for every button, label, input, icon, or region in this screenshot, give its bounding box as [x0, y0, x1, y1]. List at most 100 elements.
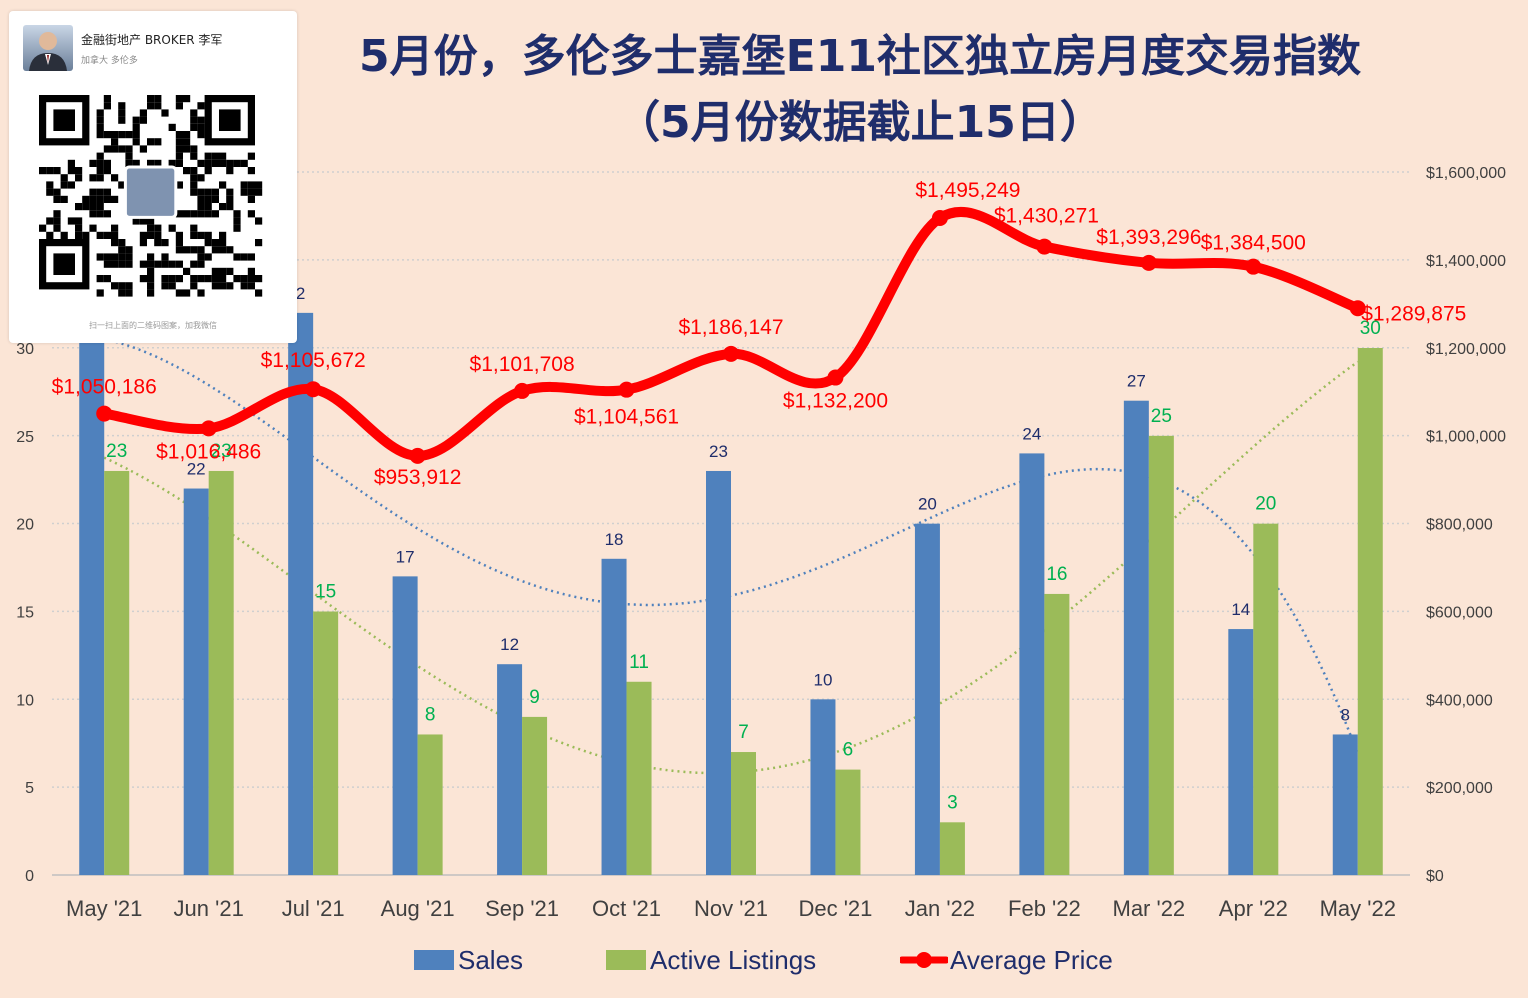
left-axis-tick-label: 15 [16, 605, 34, 622]
left-axis-tick-label: 0 [25, 868, 34, 885]
bar-active-listings [1044, 593, 1070, 875]
bar-active-listings [522, 716, 548, 875]
bar-sales [1019, 453, 1045, 875]
legend-item-average-price: Average Price [900, 942, 1113, 978]
data-label-price: $1,132,200 [783, 390, 888, 413]
data-label-sales: 23 [709, 442, 728, 461]
x-axis-tick-label: Apr '22 [1219, 896, 1288, 921]
data-label-sales: 18 [605, 530, 624, 549]
data-label-active-listings: 23 [106, 441, 127, 462]
bar-series [79, 312, 1383, 875]
right-axis-tick-label: $1,400,000 [1426, 253, 1506, 270]
data-label-price: $953,912 [374, 466, 462, 489]
data-label-active-listings: 7 [738, 722, 749, 743]
bar-active-listings [1253, 523, 1279, 875]
data-label-price: $1,050,186 [52, 376, 157, 399]
bar-sales [810, 699, 836, 875]
left-axis-tick-label: 20 [16, 517, 34, 534]
bar-active-listings [104, 470, 130, 875]
chart-title: 5月份，多伦多士嘉堡E11社区独立房月度交易指数 [359, 31, 1361, 82]
right-axis-tick-label: $1,000,000 [1426, 429, 1506, 446]
price-point [618, 381, 635, 398]
legend-swatch-sales [414, 950, 454, 970]
x-axis-tick-label: Jan '22 [905, 896, 975, 921]
data-label-price: $1,289,875 [1361, 302, 1466, 325]
legend-swatch-active-listings [606, 950, 646, 970]
data-label-sales: 8 [1341, 705, 1350, 724]
bar-sales [79, 312, 105, 875]
data-label-price: $1,186,147 [678, 316, 783, 339]
bar-sales [1228, 629, 1254, 875]
data-label-active-listings: 20 [1255, 494, 1276, 515]
price-point [1036, 238, 1053, 255]
x-axis-tick-label: Jul '21 [282, 896, 345, 921]
data-label-active-listings: 15 [315, 582, 336, 603]
data-label-price: $1,393,296 [1096, 226, 1201, 249]
data-label-active-listings: 9 [529, 687, 540, 708]
avatar [23, 25, 73, 71]
legend-item-sales: Sales [414, 942, 523, 978]
data-label-sales: 24 [1022, 424, 1041, 443]
data-label-sales: 12 [500, 635, 519, 654]
x-axis-tick-label: Nov '21 [694, 896, 768, 921]
bar-active-listings [939, 822, 965, 875]
bar-active-listings [208, 470, 234, 875]
chart-subtitle: （5月份数据截止15日） [616, 97, 1104, 148]
scan-hint: 扫一扫上面的二维码图案，加我微信 [89, 321, 217, 330]
legend-item-active-listings: Active Listings [606, 942, 816, 978]
x-axis-tick-label: Oct '21 [592, 896, 661, 921]
legend-label-average-price: Average Price [950, 944, 1113, 975]
left-axis-tick-label: 5 [25, 780, 34, 797]
bar-sales [1332, 734, 1358, 875]
price-point [305, 381, 322, 398]
data-label-price: $1,105,672 [261, 349, 366, 372]
data-label-active-listings: 11 [629, 652, 649, 673]
x-axis-tick-label: Jun '21 [174, 896, 244, 921]
contact-location: 加拿大 多伦多 [81, 56, 138, 66]
bar-active-listings [626, 681, 652, 875]
price-point [514, 382, 531, 399]
bar-sales [183, 488, 209, 875]
bar-active-listings [417, 734, 443, 875]
bar-active-listings [1148, 435, 1174, 875]
bar-sales [601, 558, 627, 875]
data-label-sales: 10 [814, 670, 833, 689]
x-axis-tick-label: Dec '21 [799, 896, 873, 921]
price-point [1245, 258, 1262, 275]
data-label-sales: 27 [1127, 372, 1146, 391]
legend-label-active-listings: Active Listings [650, 944, 817, 975]
price-point [96, 405, 113, 422]
bar-sales [392, 576, 418, 875]
right-axis-tick-label: $200,000 [1426, 780, 1493, 797]
price-point [931, 210, 948, 227]
bar-active-listings [731, 752, 756, 875]
data-label-sales: 17 [396, 547, 415, 566]
price-point [409, 447, 426, 464]
data-label-price: $1,430,271 [994, 205, 1099, 228]
bar-sales [497, 664, 523, 875]
bar-sales [288, 312, 314, 875]
data-label-sales: 14 [1231, 600, 1250, 619]
x-axis-tick-label: Aug '21 [381, 896, 455, 921]
data-label-price: $1,101,708 [470, 353, 575, 376]
data-label-active-listings: 8 [425, 704, 436, 725]
x-axis-tick-label: May '21 [66, 896, 142, 921]
data-label-sales: 20 [918, 495, 937, 514]
x-axis-tick-label: May '22 [1320, 896, 1396, 921]
contact-card: 金融街地产 BROKER 李军 加拿大 多伦多 扫一扫上面的二维码图案，加我微信 [9, 11, 297, 343]
data-label-sales: 2 [296, 284, 305, 303]
person-icon [29, 32, 67, 71]
left-axis-tick-label: 25 [16, 429, 34, 446]
right-axis-tick-label: $0 [1426, 868, 1444, 885]
bar-active-listings [313, 611, 339, 875]
left-axis-tick-label: 30 [16, 341, 34, 358]
price-point [827, 369, 844, 386]
price-point [1349, 300, 1366, 317]
bar-sales [1123, 400, 1149, 875]
bar-sales [914, 523, 940, 875]
qr-code-icon[interactable] [39, 95, 265, 299]
data-label-active-listings: 23 [211, 441, 232, 462]
